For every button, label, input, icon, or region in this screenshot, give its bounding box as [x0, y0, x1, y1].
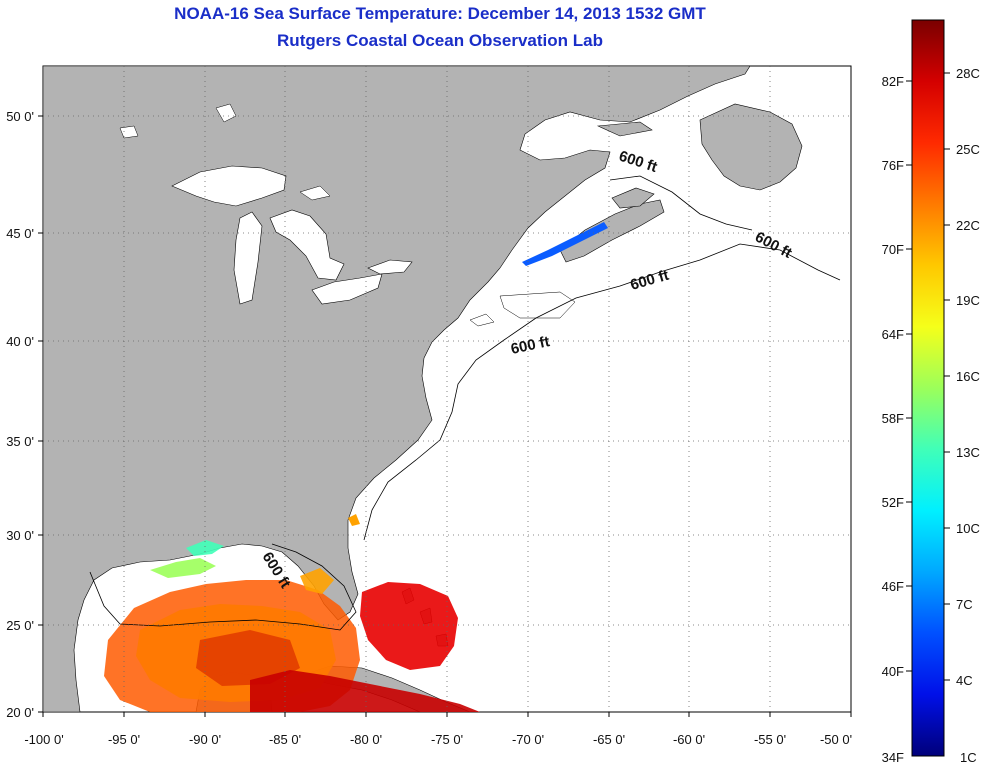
colorbar-f-label: 52F	[882, 495, 904, 510]
colorbar-f-label: 64F	[882, 327, 904, 342]
lat-label: 40 0'	[6, 334, 34, 349]
cold-streak	[522, 222, 608, 266]
lon-label: -70 0'	[512, 732, 544, 747]
latitude-labels: 50 0' 45 0' 40 0' 35 0' 30 0' 25 0' 20 0…	[6, 109, 34, 720]
colorbar	[911, 19, 945, 757]
small-warm-patch	[348, 514, 360, 526]
lat-label: 45 0'	[6, 226, 34, 241]
depth-contour-600ft	[89, 175, 841, 631]
land-nova-scotia	[559, 199, 665, 263]
colorbar-f-label: 82F	[882, 74, 904, 89]
map-title: NOAA-16 Sea Surface Temperature: Decembe…	[174, 4, 706, 23]
lon-label: -50 0'	[820, 732, 852, 747]
colorbar-c-label: 25C	[956, 142, 980, 157]
colorbar-c-label: 16C	[956, 369, 980, 384]
colorbar-f-label: 58F	[882, 411, 904, 426]
lon-label: -85 0'	[269, 732, 301, 747]
lat-label: 50 0'	[6, 109, 34, 124]
inland-lakes	[119, 103, 576, 327]
colorbar-f-label: 76F	[882, 158, 904, 173]
colorbar-f-label: 46F	[882, 579, 904, 594]
land-north-america	[43, 66, 751, 712]
lat-label: 20 0'	[6, 705, 34, 720]
colorbar-f-ticks	[906, 80, 912, 672]
caribbean-sst-patch	[250, 582, 480, 712]
map-subtitle: Rutgers Coastal Ocean Observation Lab	[277, 31, 603, 50]
colorbar-c-label: 22C	[956, 218, 980, 233]
lon-label: -60 0'	[673, 732, 705, 747]
colorbar-f-label: 70F	[882, 242, 904, 257]
colorbar-fahrenheit-labels: 82F 76F 70F 64F 58F 52F 46F 40F 34F	[882, 74, 904, 765]
colorbar-c-label: 7C	[956, 597, 973, 612]
colorbar-c-label: 10C	[956, 521, 980, 536]
lat-label: 35 0'	[6, 434, 34, 449]
lon-label: -90 0'	[189, 732, 221, 747]
colorbar-c-label: 28C	[956, 66, 980, 81]
colorbar-c-label: 1C	[960, 750, 977, 765]
colorbar-c-label: 13C	[956, 445, 980, 460]
lon-label: -65 0'	[593, 732, 625, 747]
lon-label: -55 0'	[754, 732, 786, 747]
colorbar-c-label: 19C	[956, 293, 980, 308]
great-lakes	[171, 165, 413, 305]
lon-label: -100 0'	[24, 732, 63, 747]
lat-label: 30 0'	[6, 528, 34, 543]
land-cape-breton	[611, 187, 655, 209]
colorbar-f-label: 34F	[882, 750, 904, 765]
lon-label: -75 0'	[431, 732, 463, 747]
lon-label: -80 0'	[350, 732, 382, 747]
longitude-labels: -100 0' -95 0' -90 0' -85 0' -80 0' -75 …	[24, 732, 852, 747]
colorbar-c-label: 4C	[956, 673, 973, 688]
axis-ticks	[38, 115, 852, 717]
colorbar-c-ticks	[944, 72, 950, 681]
land-anticosti	[596, 121, 653, 137]
lon-label: -95 0'	[108, 732, 140, 747]
colorbar-celsius-labels: 28C 25C 22C 19C 16C 13C 10C 7C 4C 1C	[956, 66, 980, 765]
colorbar-f-label: 40F	[882, 664, 904, 679]
lat-label: 25 0'	[6, 618, 34, 633]
